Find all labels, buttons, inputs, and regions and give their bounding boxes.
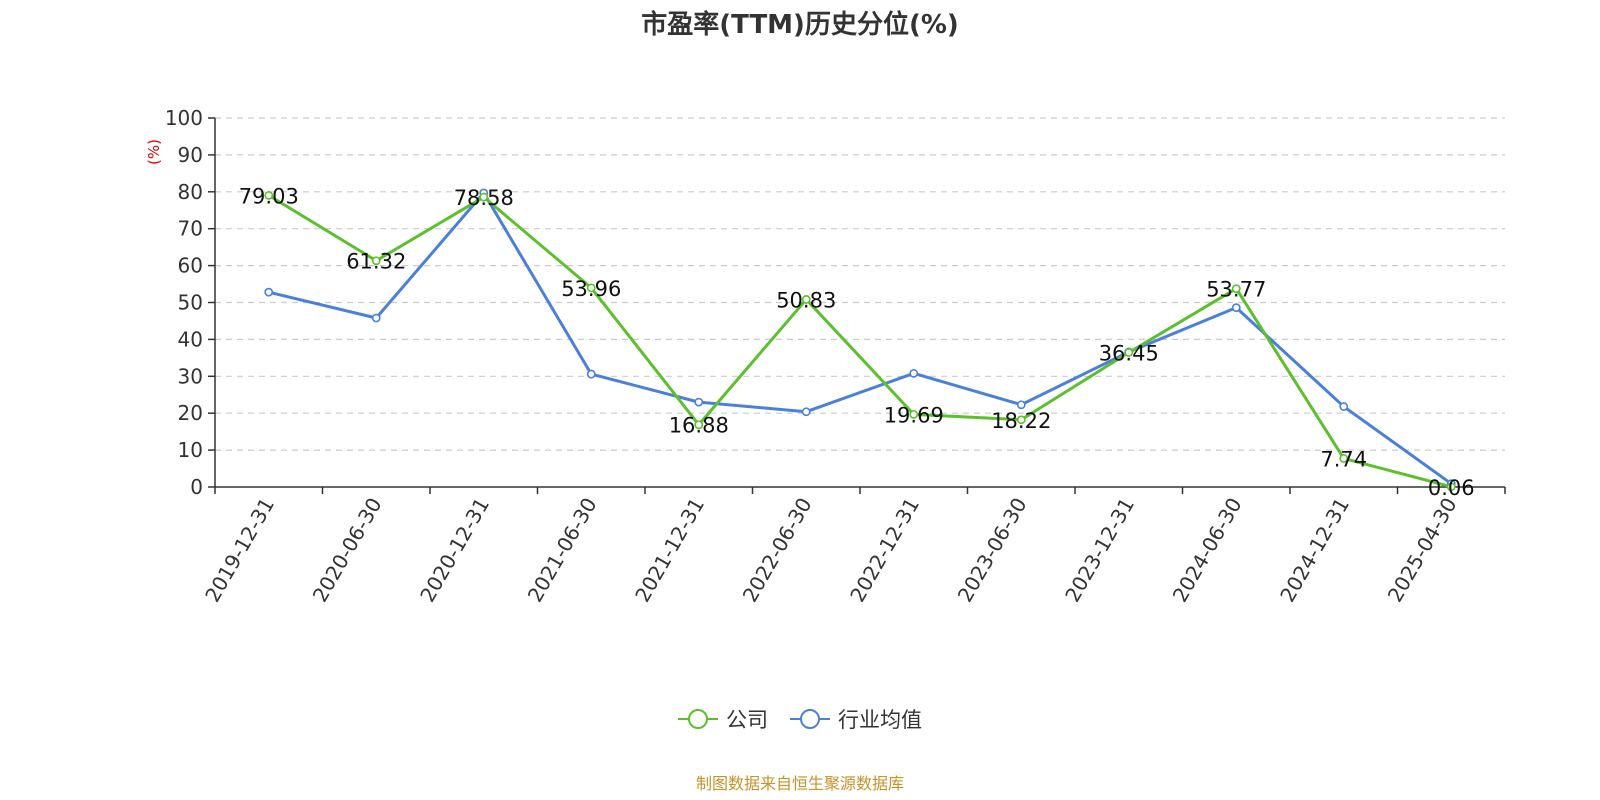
x-tick-label: 2021-06-30 (523, 494, 602, 607)
data-point-industry-average (264, 287, 274, 297)
data-label: 61.32 (346, 250, 406, 274)
y-tick-label: 60 (178, 254, 203, 278)
x-tick-label: 2020-06-30 (308, 494, 387, 607)
source-note: 制图数据来自恒生聚源数据库 (695, 774, 904, 793)
y-tick-label: 80 (178, 180, 203, 204)
data-point-industry-average (1231, 303, 1241, 313)
axes: 0 10 20 30 40 50 60 70 80 90 100(%) 2019-12-31 2020-… (145, 106, 1506, 607)
data-point-company (1016, 415, 1026, 425)
series-line-industry-average (268, 191, 1453, 485)
data-point-company (479, 192, 489, 202)
data-point-industry-average (1339, 402, 1349, 411)
data-point-company (264, 190, 274, 200)
data-point-industry-average (371, 313, 381, 323)
data-point-company (801, 295, 811, 304)
series-line-company (267, 194, 1452, 489)
data-label: 16.88 (669, 414, 729, 438)
chart-title: 市盈率(TTM)历史分位(%) (641, 10, 959, 40)
legend-line-circle-icon (790, 709, 830, 729)
y-axis-label: (%) (145, 139, 163, 165)
data-point-company (371, 256, 381, 266)
data-point-company (1231, 284, 1241, 293)
x-tick-label: 2020-12-31 (415, 494, 494, 607)
legend: 公司 行业均值 (0, 704, 1600, 734)
y-tick-label: 50 (178, 291, 203, 315)
grid-lines (215, 117, 1505, 451)
data-label: 78.58 (454, 186, 514, 210)
x-tick-label: 2022-12-31 (845, 494, 924, 607)
data-label: 7.74 (1320, 447, 1367, 471)
x-tick-label: 2023-06-30 (953, 494, 1032, 607)
data-point-industry-average (694, 397, 704, 407)
data-label: 79.03 (239, 184, 299, 208)
data-point-company (909, 409, 919, 419)
legend-label-industry-average: 行业均值 (838, 708, 922, 732)
y-tick-label: 20 (178, 401, 203, 425)
data-labels: 79.03 61.32 78.58 53.96 16.88 50.83 19.69 18.22… (239, 184, 1475, 499)
x-tick-label: 2019-12-31 (200, 494, 279, 607)
data-point-company (586, 283, 596, 293)
data-label: 36.45 (1099, 341, 1159, 365)
legend-line-circle-icon (678, 709, 718, 729)
y-tick-label: 30 (178, 364, 203, 388)
data-label: 50.83 (776, 288, 836, 312)
data-point-industry-average (909, 368, 919, 378)
series-lines (264, 188, 1456, 492)
legend-item-industry-average[interactable]: 行业均值 (790, 704, 922, 734)
x-tick-label: 2023-12-31 (1060, 494, 1139, 607)
data-label: 0.06 (1428, 476, 1475, 500)
data-point-company (694, 420, 704, 430)
data-label: 53.77 (1206, 278, 1266, 302)
data-point-industry-average (586, 369, 596, 379)
legend-item-company[interactable]: 公司 (678, 704, 768, 734)
x-tick-label: 2021-12-31 (630, 494, 709, 607)
data-point-company (1124, 348, 1134, 357)
data-label: 53.96 (561, 277, 621, 301)
x-tick-label: 2025-04-30 (1383, 494, 1462, 607)
data-label: 18.22 (991, 409, 1051, 433)
y-tick-label: 90 (178, 143, 203, 167)
y-tick-label: 100 (165, 106, 203, 130)
y-tick-label: 10 (178, 438, 203, 462)
y-tick-label: 70 (178, 217, 203, 241)
data-point-company (1339, 454, 1349, 463)
y-tick-label: 40 (178, 327, 203, 351)
legend-label-company: 公司 (726, 708, 768, 732)
x-tick-label: 2024-06-30 (1168, 494, 1247, 607)
data-point-industry-average (1016, 400, 1026, 410)
y-tick-label: 0 (190, 475, 203, 499)
data-label: 19.69 (884, 403, 944, 427)
data-point-company (1446, 482, 1456, 492)
x-tick-label: 2024-12-31 (1275, 494, 1354, 607)
x-tick-label: 2022-06-30 (738, 494, 817, 607)
data-point-industry-average (801, 407, 811, 417)
